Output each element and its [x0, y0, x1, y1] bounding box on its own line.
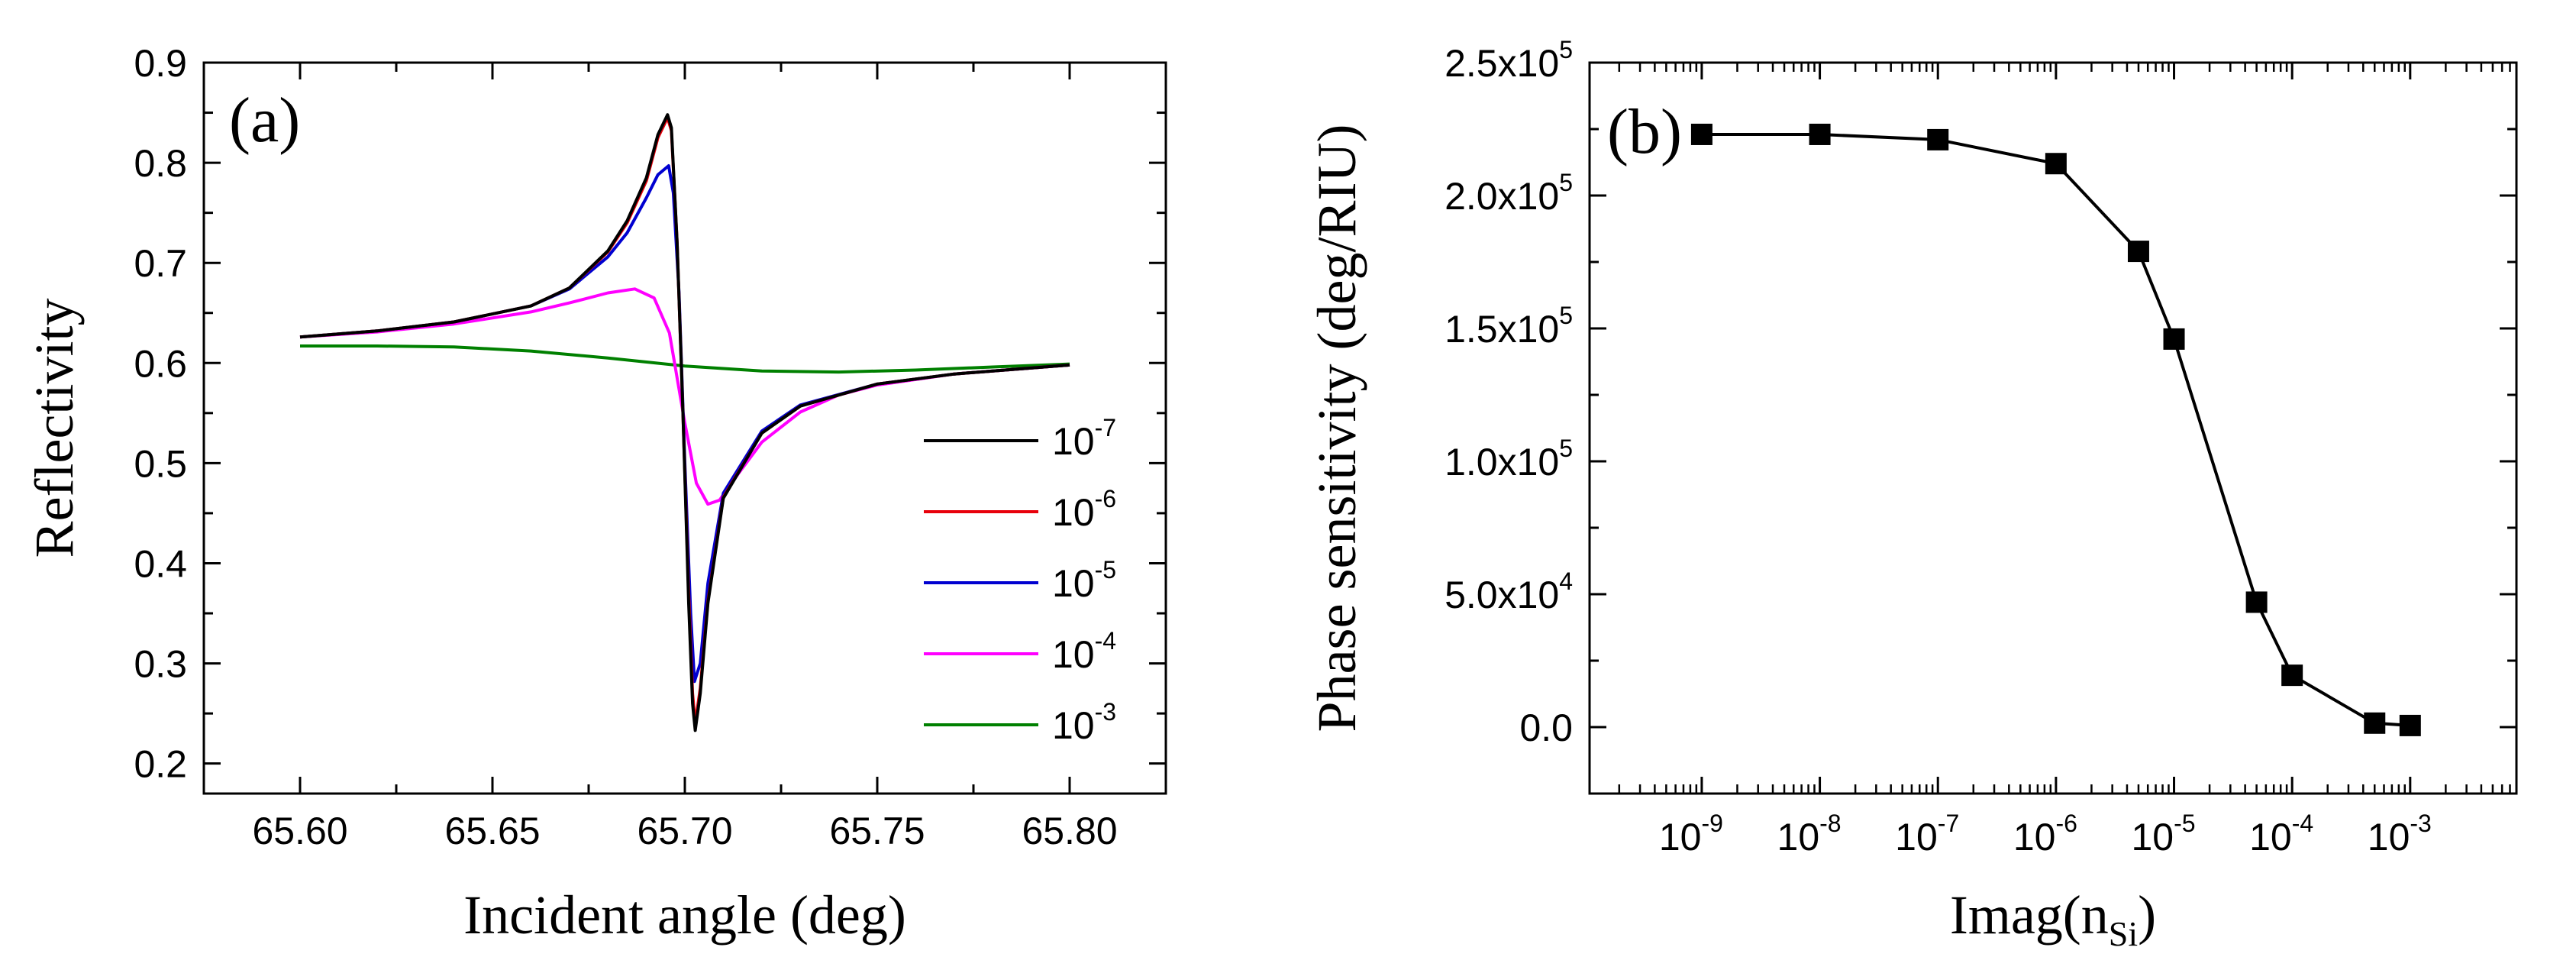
data-point-b [2364, 712, 2386, 734]
data-point-b [2127, 241, 2149, 263]
series-line-0 [299, 113, 1070, 732]
legend-label-3: 10-4 [1052, 627, 1116, 676]
x-tick-label-b: 10-6 [2013, 810, 2077, 858]
y-tick-label-b: 2.0x105 [1445, 169, 1573, 218]
data-point-b [1809, 123, 1831, 145]
x-tick-label-a: 65.75 [829, 810, 925, 852]
legend-label-1: 10-6 [1052, 485, 1116, 534]
x-tick-label-b: 10-7 [1895, 810, 1959, 858]
data-point-b [1690, 123, 1712, 145]
y-tick-label-a: 0.8 [134, 142, 187, 185]
x-tick-label-a: 65.65 [444, 810, 540, 852]
x-tick-label-b: 10-3 [2368, 810, 2432, 858]
series-line-2 [299, 164, 1070, 684]
x-tick-label-a: 65.60 [252, 810, 347, 852]
series-line-4 [300, 344, 1070, 374]
x-tick-label-b: 10-9 [1659, 810, 1723, 858]
y-tick-label-a: 0.7 [134, 242, 187, 285]
y-tick-label-b: 1.0x105 [1445, 435, 1573, 483]
x-axis-title-a: Incident angle (deg) [463, 884, 906, 946]
y-tick-label-a: 0.3 [134, 643, 187, 686]
y-tick-label-b: 1.5x105 [1445, 302, 1573, 351]
panel-label-a: (a) [229, 85, 300, 156]
legend-label-2: 10-5 [1052, 556, 1116, 605]
panel-b-phase-sensitivity-chart: 10-9 10-8 10-7 10-6 10-5 10-4 10-3 0.0 5.0x104 1.… [1306, 36, 2518, 953]
y-tick-label-a: 0.5 [134, 442, 187, 485]
data-point-b [2281, 664, 2303, 687]
data-point-b [2045, 153, 2067, 175]
data-point-b [1927, 128, 1949, 150]
panel-label-b: (b) [1607, 96, 1682, 167]
y-axis-title-b: Phase sensitivity (deg/RIU) [1306, 124, 1367, 732]
y-tick-label-b: 5.0x104 [1445, 567, 1573, 616]
y-tick-label-a: 0.6 [134, 342, 187, 385]
series-line-b [1701, 133, 2410, 727]
y-tick-label-a: 0.4 [134, 542, 187, 585]
y-tick-label-a: 0.2 [134, 743, 187, 786]
legend-label-4: 10-3 [1052, 698, 1116, 747]
x-tick-label-b: 10-5 [2131, 810, 2195, 858]
legend-label-0: 10-7 [1052, 414, 1116, 463]
y-tick-label-b: 2.5x105 [1445, 36, 1573, 85]
y-tick-label-b: 0.0 [1519, 706, 1573, 749]
data-point-b [2399, 714, 2421, 736]
y-axis-title-a: Reflectivity [24, 299, 85, 558]
panel-a-reflectivity-chart: 65.60 65.65 65.70 65.75 65.80 0.2 0.3 0.4 0.5 0.6… [24, 42, 1167, 946]
x-tick-label-a: 65.70 [637, 810, 732, 852]
x-tick-label-b: 10-8 [1777, 810, 1842, 858]
y-tick-label-a: 0.9 [134, 42, 187, 85]
x-axis-title-b: Imag(nSi) [1950, 884, 2156, 953]
plot-frame-b [1588, 61, 2518, 795]
data-point-b [2163, 328, 2185, 350]
data-point-b [2245, 591, 2268, 613]
x-tick-label-a: 65.80 [1022, 810, 1117, 852]
x-tick-label-b: 10-4 [2249, 810, 2313, 858]
